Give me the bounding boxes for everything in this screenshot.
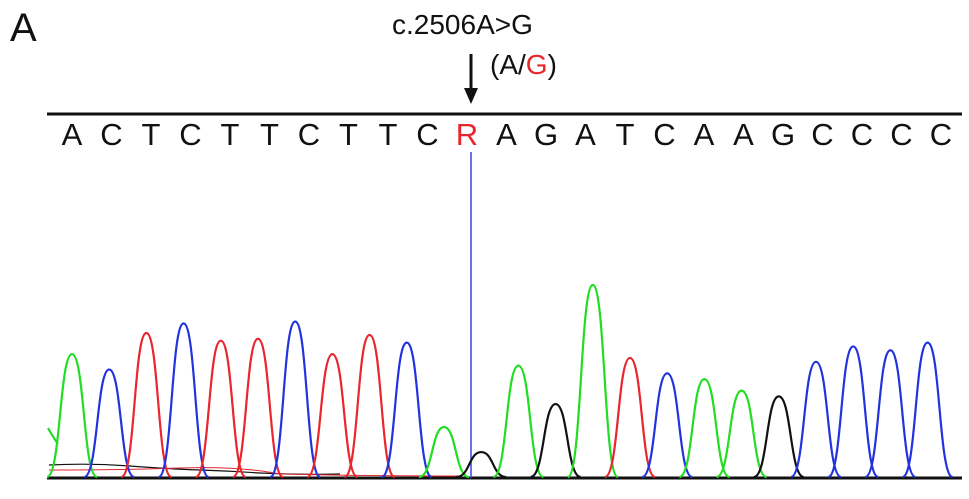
peak-c: [790, 360, 842, 479]
peak-c: [380, 341, 433, 479]
peak-g: [753, 395, 805, 479]
peak-a: [566, 283, 619, 479]
genotype-close: ): [547, 49, 557, 80]
base-letter: T: [141, 117, 161, 152]
base-letter: C: [653, 117, 676, 152]
peak-a: [418, 425, 470, 479]
peak-c: [157, 322, 210, 479]
base-letter: A: [693, 117, 715, 152]
base-letter: T: [378, 117, 398, 152]
base-letter: C: [850, 117, 874, 152]
base-letter: T: [615, 117, 635, 152]
base-letter: C: [416, 117, 439, 152]
variant-base-letter: R: [455, 117, 479, 152]
peak-t: [604, 356, 656, 479]
peak-t: [231, 337, 285, 479]
peak-c: [269, 320, 322, 479]
base-letter: C: [179, 117, 202, 152]
base-letter: C: [297, 117, 321, 152]
peak-t: [306, 353, 359, 479]
noise-baseline-2: [48, 467, 461, 477]
peak-c: [641, 372, 693, 479]
genotype-alt-allele: G: [525, 49, 548, 80]
base-letter: C: [100, 117, 123, 152]
peak-t: [194, 339, 247, 479]
peak-edge-a: [47, 427, 59, 445]
base-letter: A: [496, 117, 517, 152]
peak-a: [678, 377, 730, 479]
peak-a: [716, 389, 768, 479]
panel-label: A: [10, 6, 37, 50]
base-letter: C: [890, 117, 913, 152]
base-letter: C: [929, 117, 953, 152]
base-letter: A: [733, 117, 754, 152]
genotype-open: (A/: [490, 49, 526, 80]
mutation-arrow-head: [464, 88, 478, 104]
base-letter: T: [339, 117, 358, 152]
base-letter: T: [220, 117, 240, 152]
peak-g: [455, 450, 507, 479]
peak-c: [827, 345, 879, 479]
peak-a: [492, 364, 544, 479]
peak-c: [83, 368, 135, 479]
peak-t: [120, 331, 173, 479]
base-letter: G: [533, 117, 559, 152]
peak-g: [530, 402, 582, 479]
base-letter: A: [575, 117, 596, 152]
peak-c: [864, 349, 917, 479]
base-letter: G: [770, 117, 796, 152]
peak-t: [343, 333, 396, 479]
peak-a: [46, 353, 98, 479]
base-letter: A: [61, 117, 83, 152]
base-letter: T: [260, 117, 279, 152]
peak-c: [901, 341, 954, 479]
mutation-label: c.2506A>G: [392, 9, 533, 40]
genotype-label: (A/G): [490, 50, 557, 80]
base-letter: C: [811, 117, 834, 152]
